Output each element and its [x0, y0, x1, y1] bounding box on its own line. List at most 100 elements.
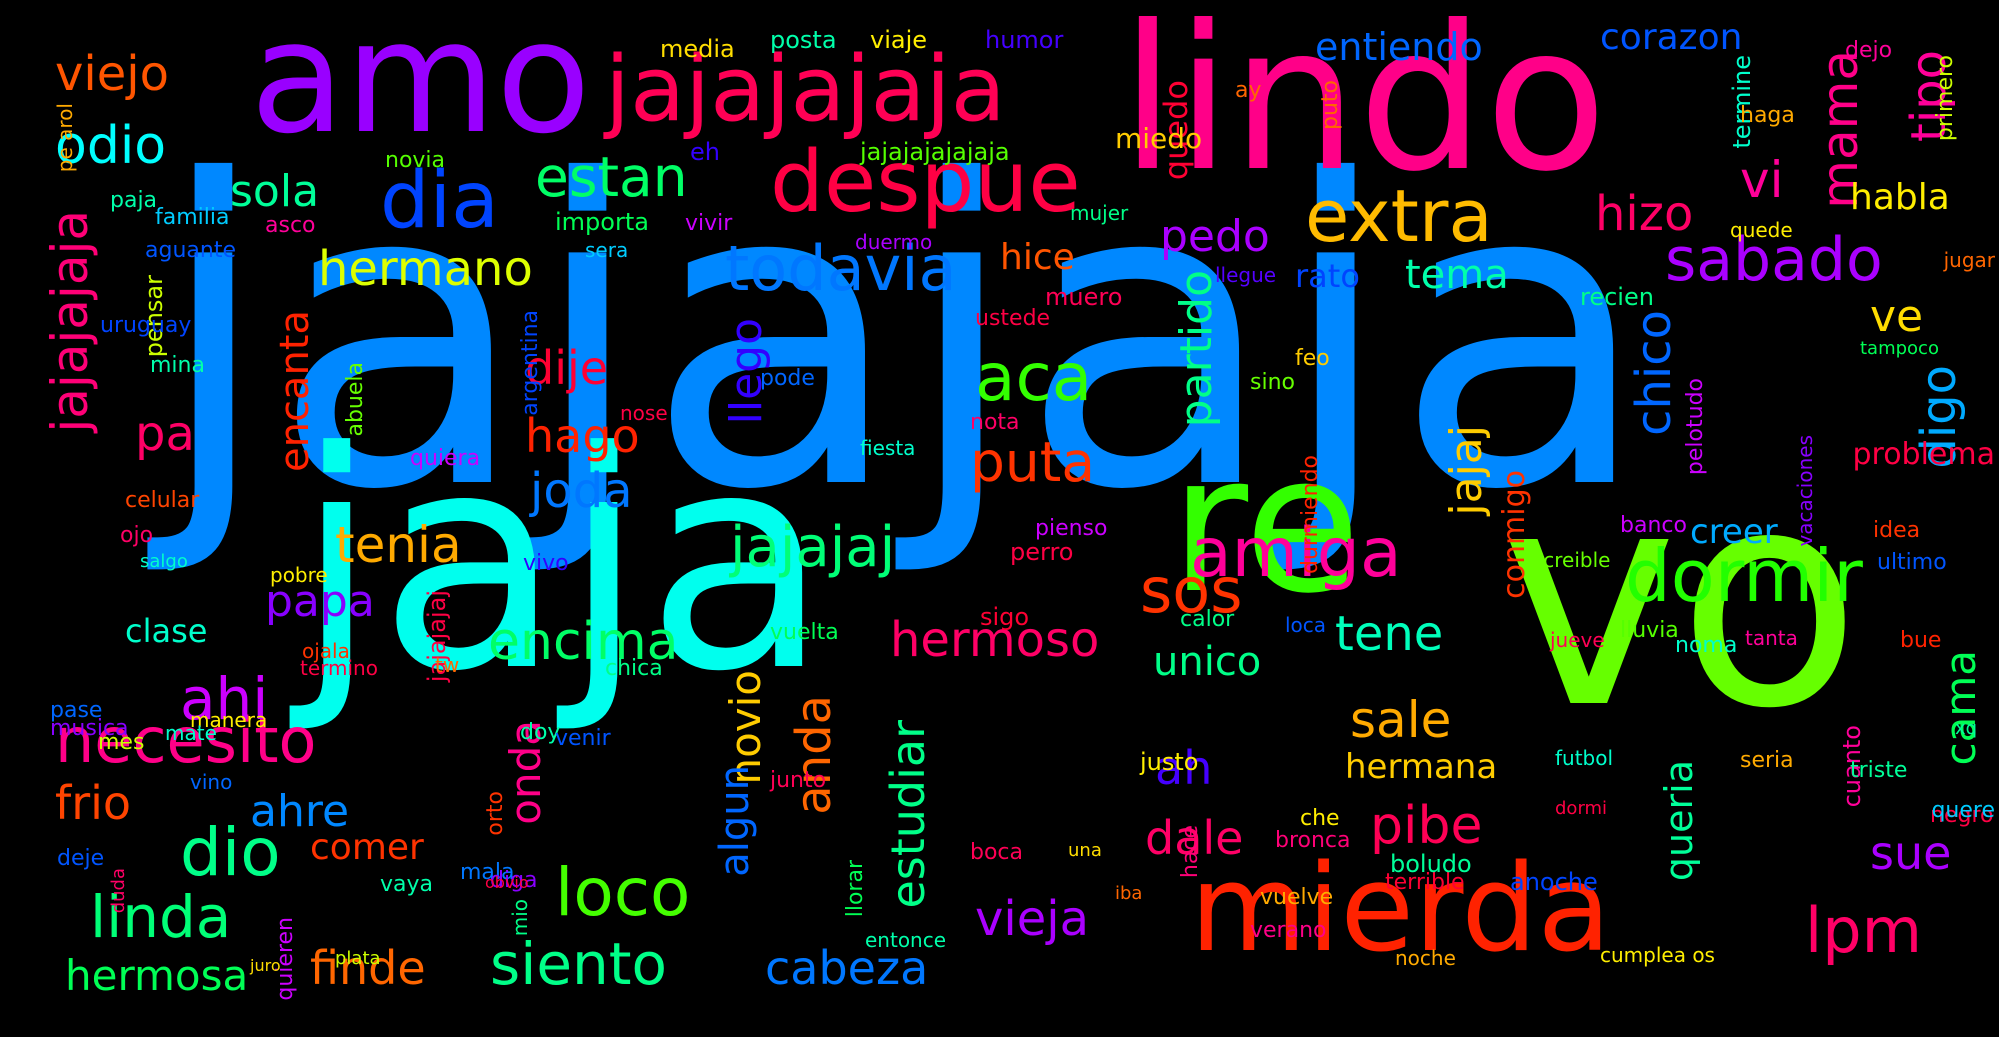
- word-hago: hago: [525, 409, 640, 463]
- word-noma: noma: [1675, 633, 1738, 658]
- word-chico: chico: [1626, 310, 1682, 436]
- word-sale: sale: [1350, 691, 1452, 749]
- word-celular: celular: [125, 488, 200, 513]
- word-corazon: corazon: [1600, 17, 1743, 58]
- word-hermana: hermana: [1345, 747, 1498, 787]
- word-duermo: duermo: [855, 230, 933, 254]
- word-ojala: ojala: [302, 639, 350, 663]
- word-mina: mina: [150, 353, 205, 378]
- word-importa: importa: [555, 208, 649, 236]
- word-terrible: terrible: [1385, 870, 1465, 895]
- word-jajajajaja: jajajajaja: [41, 210, 99, 433]
- word-hermosa: hermosa: [65, 951, 249, 1000]
- word-perro: perro: [1010, 538, 1074, 566]
- word-obvio: obvio: [485, 873, 529, 892]
- word-argentina: argentina: [518, 310, 543, 416]
- word-miedo: miedo: [1115, 122, 1203, 155]
- word-nose: nose: [620, 401, 668, 425]
- word-idea: idea: [1873, 518, 1921, 543]
- word-vivir: vivir: [685, 211, 733, 236]
- word-asco: asco: [265, 213, 316, 238]
- word-joda: joda: [530, 463, 633, 519]
- word-mio: mio: [508, 899, 532, 937]
- word-anda: anda: [786, 695, 842, 815]
- word-pienso: pienso: [1035, 516, 1108, 541]
- word-iba: iba: [1115, 883, 1143, 904]
- word-estan: estan: [535, 145, 688, 209]
- word-pedo: pedo: [1160, 211, 1270, 262]
- word-vo: vo: [1500, 425, 1862, 774]
- word-llorar: llorar: [843, 860, 868, 918]
- word-calor: calor: [1180, 607, 1235, 632]
- word-mate: mate: [165, 721, 217, 745]
- word-tampoco: tampoco: [1860, 338, 1939, 359]
- word-che: che: [1300, 806, 1340, 831]
- word-jaja: jaja: [295, 388, 830, 737]
- word-encanta: encanta: [272, 310, 318, 473]
- word-sos: sos: [1140, 554, 1243, 627]
- word-ojo: ojo: [120, 523, 154, 548]
- word-puta: puta: [970, 430, 1096, 494]
- word-pa: pa: [135, 406, 195, 462]
- word-despue: despue: [770, 133, 1081, 232]
- word-jugar: jugar: [1943, 248, 1995, 272]
- word-vivo: vivo: [523, 551, 569, 576]
- word-fiesta: fiesta: [860, 436, 916, 460]
- word-ustede: ustede: [975, 306, 1051, 331]
- word-durmiendo: durmiendo: [1298, 455, 1323, 575]
- word-creer: creer: [1690, 512, 1778, 552]
- word-sera: sera: [585, 238, 629, 262]
- word-feo: feo: [1295, 346, 1330, 371]
- word-vaya: vaya: [380, 872, 434, 897]
- word-una: una: [1068, 840, 1102, 861]
- word-pe-arol: pe arol: [53, 103, 77, 173]
- word-sabado: sabado: [1665, 225, 1883, 295]
- word-ay: ay: [1235, 78, 1262, 103]
- word-jajajajaja: jajajajaja: [605, 37, 1006, 142]
- word-dije: dije: [525, 341, 609, 395]
- word-habla: habla: [1850, 177, 1950, 218]
- word-manera: manera: [190, 708, 268, 732]
- word-juro: juro: [250, 956, 281, 975]
- word-papa: papa: [265, 576, 375, 627]
- word-dormi: dormi: [1555, 798, 1608, 819]
- word-primero: primero: [1933, 55, 1958, 142]
- word-linda: linda: [90, 883, 232, 951]
- word-vino: vino: [190, 770, 233, 794]
- word-abuela: abuela: [343, 362, 368, 437]
- word-cama: cama: [1936, 650, 1985, 766]
- word-odio: odio: [55, 116, 167, 176]
- word-bronca: bronca: [1275, 828, 1351, 853]
- word-rato: rato: [1295, 257, 1360, 295]
- word-increible: increible: [1525, 548, 1611, 572]
- word-estudiar: estudiar: [881, 720, 935, 909]
- word-triste: triste: [1850, 758, 1908, 783]
- word-orto: orto: [483, 791, 508, 836]
- word-vacaciones: vacaciones: [1793, 435, 1817, 547]
- word-eh: eh: [690, 138, 720, 166]
- word-dormir: dormir: [1625, 534, 1863, 618]
- word-posta: posta: [770, 26, 837, 54]
- word-mierda: mierda: [1190, 840, 1611, 979]
- word-hice: hice: [1000, 237, 1075, 278]
- word-chica: chica: [605, 656, 663, 681]
- word-mes: mes: [98, 730, 145, 755]
- word-vieja: vieja: [975, 891, 1090, 947]
- word-noche: noche: [1395, 946, 1456, 970]
- word-problema: problema: [1852, 437, 1995, 472]
- word-dia: dia: [380, 156, 499, 246]
- word-loca: loca: [1285, 613, 1327, 637]
- word-seria: seria: [1740, 748, 1794, 773]
- word-mujer: mujer: [1070, 201, 1129, 225]
- word-pibe: pibe: [1370, 796, 1483, 856]
- word-partido: partido: [1171, 270, 1222, 428]
- word-vuelve: vuelve: [1260, 885, 1334, 910]
- word-pobre: pobre: [270, 563, 328, 587]
- word-tanta: tanta: [1745, 626, 1798, 650]
- word-ahi: ahi: [180, 665, 269, 733]
- word-termine: termine: [1728, 55, 1756, 149]
- word-puto: puto: [1318, 80, 1343, 130]
- word-aca: aca: [975, 339, 1093, 416]
- word-verano: verano: [1250, 918, 1327, 943]
